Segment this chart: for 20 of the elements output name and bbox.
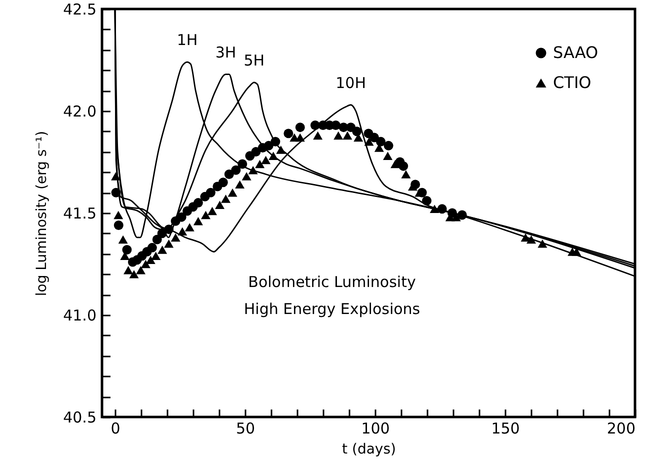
y-tick-label: 42.5 xyxy=(63,0,96,18)
y-tick-label: 41.0 xyxy=(63,306,96,324)
y-tick-label: 42.0 xyxy=(63,102,96,120)
x-tick-label: 0 xyxy=(110,420,120,438)
series-label: 3H xyxy=(215,43,236,62)
y-axis-title: log Luminosity (erg s⁻¹) xyxy=(34,130,50,296)
y-tick-label: 40.5 xyxy=(63,408,96,426)
series-label: 1H xyxy=(176,31,198,50)
legend-label: CTIO xyxy=(553,73,592,92)
series-label: 10H xyxy=(336,74,366,92)
y-tick-label: 41.5 xyxy=(63,204,96,222)
x-tick-label: 200 xyxy=(606,420,636,438)
series-label: 5H xyxy=(244,51,265,70)
x-tick-label: 50 xyxy=(236,420,256,438)
x-tick-label: 150 xyxy=(491,420,520,438)
annotation: High Energy Explosions xyxy=(244,300,420,318)
annotation: Bolometric Luminosity xyxy=(248,273,416,291)
legend-label: SAAO xyxy=(553,43,598,62)
x-tick-label: 100 xyxy=(361,420,390,438)
x-axis-title: t (days) xyxy=(342,442,396,458)
